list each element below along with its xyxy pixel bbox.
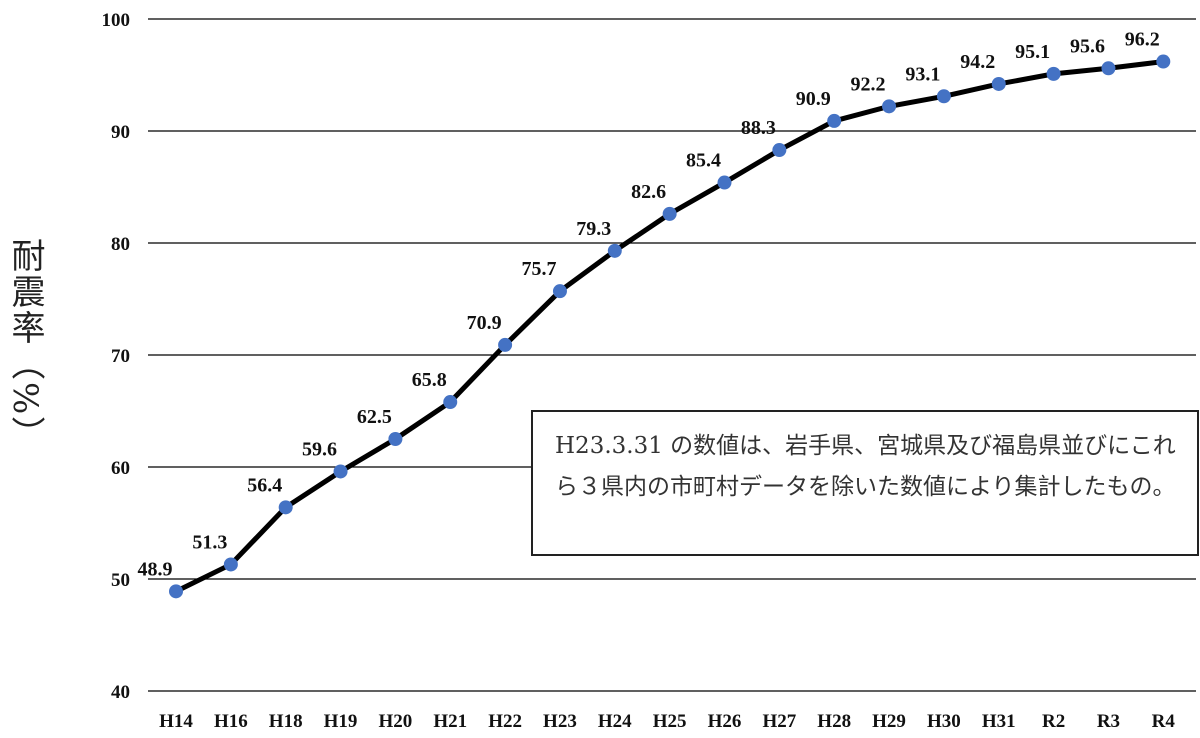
data-label: 59.6 <box>302 438 337 460</box>
data-point <box>827 113 842 128</box>
data-point <box>1101 61 1116 76</box>
y-axis-ticks: 40 50 60 70 80 90 100 <box>102 10 131 703</box>
data-label: 88.3 <box>741 117 776 139</box>
data-label: 85.4 <box>686 150 721 172</box>
data-point <box>1156 54 1171 69</box>
y-axis-label: 耐震率（%） <box>5 238 45 453</box>
y-tick-label: 100 <box>102 10 131 31</box>
x-tick-label: H20 <box>379 711 413 732</box>
data-label: 82.6 <box>631 181 666 203</box>
data-point <box>717 175 732 190</box>
data-point <box>991 76 1006 91</box>
y-tick-label: 90 <box>111 122 130 143</box>
data-label: 93.1 <box>905 63 940 85</box>
x-tick-label: H24 <box>598 711 632 732</box>
x-tick-label: H30 <box>927 711 961 732</box>
x-tick-label: R2 <box>1042 711 1065 732</box>
data-point <box>498 337 513 352</box>
x-tick-label: H27 <box>762 711 796 732</box>
data-point <box>936 89 951 104</box>
x-tick-label: H14 <box>159 711 193 732</box>
data-label: 51.3 <box>192 531 227 553</box>
data-point <box>169 584 183 599</box>
x-tick-label: R3 <box>1097 711 1120 732</box>
data-label: 92.2 <box>851 73 886 95</box>
data-point <box>552 284 567 299</box>
data-label: 79.3 <box>576 218 611 240</box>
x-tick-label: H23 <box>543 711 577 732</box>
y-tick-label: 40 <box>111 682 130 703</box>
data-label: 95.1 <box>1015 41 1050 63</box>
x-tick-label: R4 <box>1152 711 1176 732</box>
annotation-box: H23.3.31 の数値は、岩手県、宮城県及び福島県並びにこれら３県内の市町村デ… <box>531 410 1199 556</box>
series-group <box>169 54 1171 599</box>
data-point <box>278 500 293 515</box>
data-point <box>882 99 897 114</box>
y-tick-label: 60 <box>111 458 130 479</box>
gridlines <box>148 18 1196 692</box>
data-point <box>1046 66 1061 81</box>
x-tick-label: H31 <box>982 711 1016 732</box>
data-label: 75.7 <box>521 258 556 280</box>
data-label: 90.9 <box>796 88 831 110</box>
data-point <box>607 243 622 258</box>
data-point <box>443 395 458 410</box>
y-tick-label: 80 <box>111 234 130 255</box>
x-tick-label: H25 <box>653 711 687 732</box>
data-point <box>388 432 403 446</box>
x-tick-label: H18 <box>269 711 303 732</box>
data-point <box>223 557 238 572</box>
y-tick-label: 70 <box>111 346 130 367</box>
x-tick-label: H28 <box>817 711 851 732</box>
x-tick-label: H26 <box>708 711 742 732</box>
data-label: 70.9 <box>467 312 502 334</box>
x-axis-ticks: H14 H16 H18 H19 H20 H21 H22 H23 H24 H25 H26 H27 H28 H… <box>159 711 1175 732</box>
y-tick-label: 50 <box>111 570 130 591</box>
data-label: 56.4 <box>247 474 282 496</box>
data-label: 65.8 <box>412 369 447 391</box>
data-label: 94.2 <box>960 51 995 73</box>
data-point <box>662 206 677 221</box>
data-label: 96.2 <box>1125 29 1160 51</box>
data-point <box>772 143 787 158</box>
data-label: 62.5 <box>357 406 392 428</box>
x-tick-label: H29 <box>872 711 906 732</box>
x-tick-label: H16 <box>214 711 248 732</box>
x-tick-label: H22 <box>488 711 522 732</box>
data-label: 48.9 <box>138 558 173 580</box>
x-tick-label: H19 <box>324 711 358 732</box>
data-labels: 48.9 51.3 56.4 59.6 62.5 65.8 70.9 75.7 79.3 82.6… <box>138 29 1160 581</box>
x-tick-label: H21 <box>433 711 467 732</box>
data-point <box>333 464 348 479</box>
data-label: 95.6 <box>1070 35 1105 57</box>
